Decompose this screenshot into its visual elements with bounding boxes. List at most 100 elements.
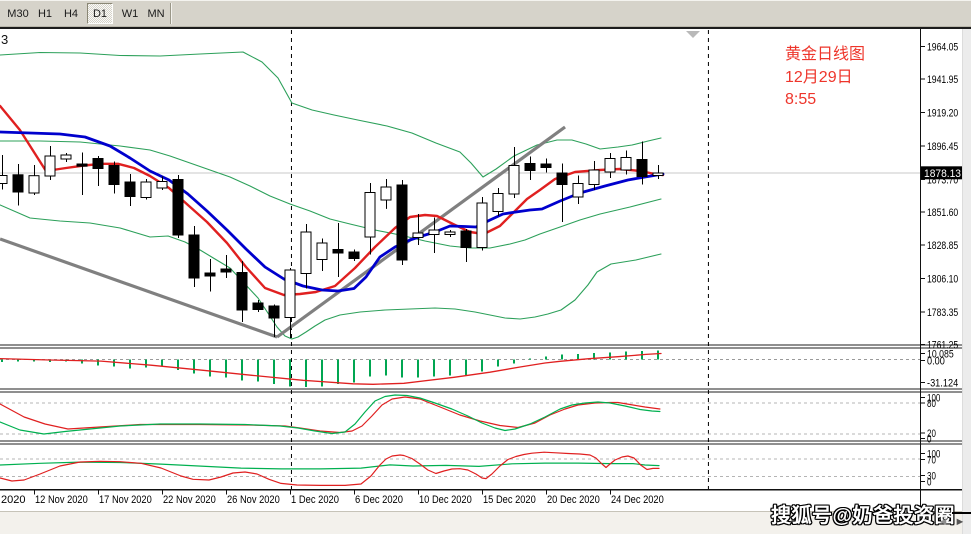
horizontal-scrollbar[interactable]	[0, 512, 971, 534]
price-axis-label: 1919.20	[927, 108, 958, 120]
candle-body	[460, 230, 472, 248]
timeframe-toolbar: M30 H1 H4 D1 W1 MN	[0, 0, 971, 26]
candle-body	[476, 202, 488, 248]
candle	[428, 217, 440, 253]
candle	[412, 214, 424, 245]
rsi-red-line	[0, 451, 660, 486]
candle	[12, 164, 24, 206]
timeframe-button-h1[interactable]: H1	[34, 3, 56, 24]
candle-body	[348, 251, 360, 259]
candle-body	[124, 181, 136, 197]
candle	[220, 255, 232, 278]
timeframe-button-w1[interactable]: W1	[119, 3, 141, 24]
candle	[540, 158, 552, 173]
time-axis-label: 17 Nov 2020	[99, 494, 152, 506]
candle-body	[316, 242, 328, 260]
candle	[620, 150, 632, 175]
candle	[172, 175, 184, 238]
scroll-right-arrow-icon[interactable]: ►	[954, 516, 966, 528]
candle-body	[572, 183, 584, 198]
candle-body	[140, 181, 152, 198]
annotation-title: 黄金日线图	[785, 46, 866, 63]
candle-body	[236, 272, 248, 311]
timeframe-button-m30[interactable]: M30	[4, 3, 32, 24]
time-axis-label: 24 Dec 2020	[611, 494, 664, 506]
candle	[380, 179, 392, 209]
candle	[76, 152, 88, 195]
candle	[300, 224, 312, 289]
candle-body	[364, 192, 376, 238]
candle-body	[108, 165, 120, 185]
time-axis-label: 12 Nov 2020	[35, 494, 88, 506]
candle-body	[268, 305, 280, 319]
macd-zero-label: 0.00	[927, 356, 945, 368]
bollinger-middle-band	[0, 140, 662, 249]
timeframe-button-h4[interactable]: H4	[60, 3, 82, 24]
candle	[348, 249, 360, 261]
time-axis-label: 6 Dec 2020	[355, 494, 403, 506]
candle	[332, 223, 344, 277]
candle-body	[636, 159, 648, 177]
timeframe-button-d1[interactable]: D1	[87, 3, 113, 24]
price-axis-label: 1896.45	[927, 141, 958, 153]
candle-body	[44, 155, 56, 177]
pane-separator[interactable]	[0, 443, 971, 445]
chart-annotation: 黄金日线图 12月29日 8:55	[785, 44, 865, 112]
price-axis-label: 1806.10	[927, 274, 958, 286]
candle-body	[508, 165, 520, 195]
pane-separator[interactable]	[0, 440, 971, 442]
current-price-tag	[921, 166, 966, 180]
candle	[140, 179, 152, 200]
gray-trendline[interactable]	[276, 125, 566, 339]
candle	[188, 226, 200, 287]
pane-separator[interactable]	[0, 391, 971, 393]
candle	[364, 183, 376, 255]
scroll-left-arrow-icon[interactable]: ◄	[937, 516, 949, 528]
time-axis-label: 15 Dec 2020	[483, 494, 536, 506]
watermark-dash	[952, 512, 971, 514]
stochastic-axis-label: 80	[927, 398, 936, 410]
right-edge-strip	[962, 29, 971, 534]
pane-separator[interactable]	[0, 344, 971, 346]
candle-body	[604, 158, 616, 173]
time-axis-label: 26 Nov 2020	[227, 494, 280, 506]
candle-body	[0, 175, 8, 184]
candle-body	[172, 179, 184, 236]
candle	[604, 153, 616, 178]
candle	[652, 165, 664, 179]
chart-shift-triangle-icon[interactable]	[686, 31, 700, 38]
gray-trendline[interactable]	[0, 237, 278, 339]
current-price-tag-text: 1878.13	[924, 168, 961, 180]
candle-body	[284, 269, 296, 318]
candle-body	[588, 169, 600, 185]
candle-body	[620, 157, 632, 171]
bollinger-lower-band	[0, 204, 662, 340]
candle	[156, 176, 168, 190]
watermark-text: 搜狐号@奶爸投资圈	[771, 505, 956, 527]
rsi-axis-label: 0	[927, 477, 932, 489]
price-axis-label: 1964.05	[927, 42, 958, 54]
candle	[28, 165, 40, 195]
time-axis-label: 1 Dec 2020	[291, 494, 339, 506]
pane-separator[interactable]	[0, 388, 971, 390]
candle	[476, 197, 488, 251]
candle-body	[252, 302, 264, 310]
candle	[460, 229, 472, 262]
timeframe-button-mn[interactable]: MN	[144, 3, 168, 24]
candle	[556, 163, 568, 222]
macd-signal-line	[0, 352, 662, 385]
candle	[316, 238, 328, 271]
candle-body	[492, 193, 504, 212]
price-axis-label: 1828.85	[927, 240, 958, 252]
stochastic-axis-label: 0	[927, 434, 932, 446]
pane-separator[interactable]	[0, 347, 971, 349]
candle	[508, 147, 520, 198]
candle-body	[220, 268, 232, 273]
rsi-axis-label: 70	[927, 455, 936, 467]
candle	[0, 155, 8, 190]
time-axis-label: 20 Dec 2020	[547, 494, 600, 506]
time-axis-line	[0, 489, 971, 491]
candle	[124, 174, 136, 206]
stochastic-axis-label: 100	[927, 393, 940, 405]
